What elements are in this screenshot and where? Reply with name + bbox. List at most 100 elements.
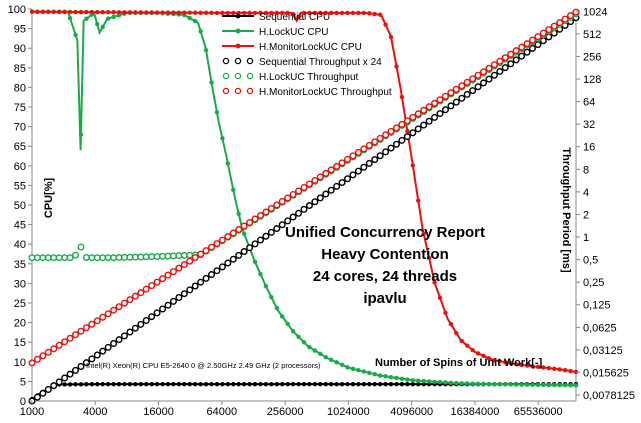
cpu-note: Intel(R) Xeon(R) CPU E5-2640 0 @ 2.50GHz…: [86, 361, 321, 370]
series-point: [280, 381, 285, 387]
series-point: [383, 381, 388, 387]
series-point: [541, 382, 546, 388]
series-point: [251, 215, 259, 223]
x-tick-label: 4000: [83, 406, 107, 418]
series-point: [263, 284, 269, 289]
series-point: [240, 222, 248, 230]
series-point: [280, 10, 285, 16]
series-point: [220, 136, 225, 141]
series-point: [311, 198, 319, 206]
y-tick-label: 55: [14, 180, 26, 192]
series-point: [256, 236, 264, 244]
series-point: [187, 15, 192, 21]
series-point: [197, 278, 205, 286]
series-point: [296, 381, 301, 387]
series-point: [289, 190, 297, 198]
y2-tick-label: 0,0625: [583, 322, 617, 334]
series-point: [66, 254, 74, 262]
series-point: [388, 374, 394, 380]
series-point: [66, 370, 74, 378]
y-tick-label: 85: [14, 63, 26, 75]
series-point: [104, 310, 112, 318]
series-point: [169, 297, 177, 305]
series-point: [523, 48, 531, 56]
series-point: [323, 354, 328, 360]
series-point: [77, 243, 85, 251]
series-point: [552, 382, 557, 388]
series-point: [443, 310, 448, 315]
series-point: [465, 343, 470, 348]
series-point: [376, 134, 384, 142]
series-point: [458, 82, 466, 90]
series-point: [93, 351, 101, 359]
series-point: [62, 382, 67, 387]
series-point: [231, 187, 236, 193]
series-point: [164, 301, 172, 309]
series-point: [84, 9, 89, 15]
series-point: [545, 26, 553, 34]
series-point: [214, 381, 220, 387]
series-point: [421, 231, 426, 236]
series-point: [126, 296, 134, 304]
series-point: [410, 381, 415, 387]
legend-entry: H.MonitorLockUC Throughput: [222, 87, 392, 98]
series-point: [115, 303, 123, 311]
series-point: [252, 259, 258, 265]
series-point: [345, 365, 350, 370]
legend-swatch-marker: [235, 43, 241, 49]
series-point: [241, 10, 247, 16]
series-point: [367, 370, 372, 376]
series-point: [89, 381, 95, 387]
series-point: [372, 381, 377, 387]
series-point: [72, 331, 80, 339]
series-point: [421, 381, 426, 387]
series-point: [501, 64, 509, 72]
series-point: [333, 162, 341, 170]
series-point: [425, 117, 433, 125]
series-point: [225, 10, 231, 16]
series-point: [182, 10, 187, 15]
legend-swatch-marker: [222, 57, 230, 65]
series-point: [148, 282, 156, 290]
series-point: [437, 379, 443, 385]
series-point: [171, 10, 176, 15]
series-point: [519, 362, 524, 368]
x-axis-label: Number of Spins of Unit Work[-]: [375, 357, 543, 369]
series-point: [409, 129, 417, 137]
legend-entry: Sequential Throughput x 24: [222, 57, 382, 68]
series-point: [67, 9, 73, 15]
series-point: [198, 381, 203, 387]
series-point: [39, 352, 47, 360]
series-point: [111, 10, 116, 15]
series-point: [492, 358, 497, 363]
series-point: [377, 12, 383, 17]
series-point: [361, 369, 367, 374]
series-point: [329, 381, 334, 387]
legend-label: H.LockUC CPU: [259, 27, 328, 38]
series-point: [458, 94, 466, 102]
series-point: [278, 221, 286, 229]
series-point: [131, 324, 139, 332]
series-point: [447, 102, 455, 110]
y2-axis-title: Throughput Period [ms]: [560, 147, 572, 273]
series-point: [463, 90, 471, 98]
series-point: [367, 11, 372, 16]
series-point: [203, 381, 209, 387]
series-point: [224, 259, 232, 267]
series-point: [198, 10, 203, 15]
series-point: [149, 10, 154, 15]
y2-tick-label: 2: [583, 209, 589, 221]
legend-entry: H.MonitorLockUC CPU: [222, 42, 362, 53]
series-point: [508, 382, 513, 387]
x-tick-label: 4096000: [390, 406, 433, 418]
series-point: [410, 163, 415, 168]
series-point: [528, 44, 536, 52]
y2-tick-label: 128: [583, 74, 601, 86]
series-point: [84, 382, 89, 387]
series-point: [507, 60, 515, 68]
y-tick-label: 20: [14, 318, 26, 330]
series-point: [182, 381, 187, 387]
series-point: [539, 37, 547, 45]
series-point: [376, 152, 384, 160]
